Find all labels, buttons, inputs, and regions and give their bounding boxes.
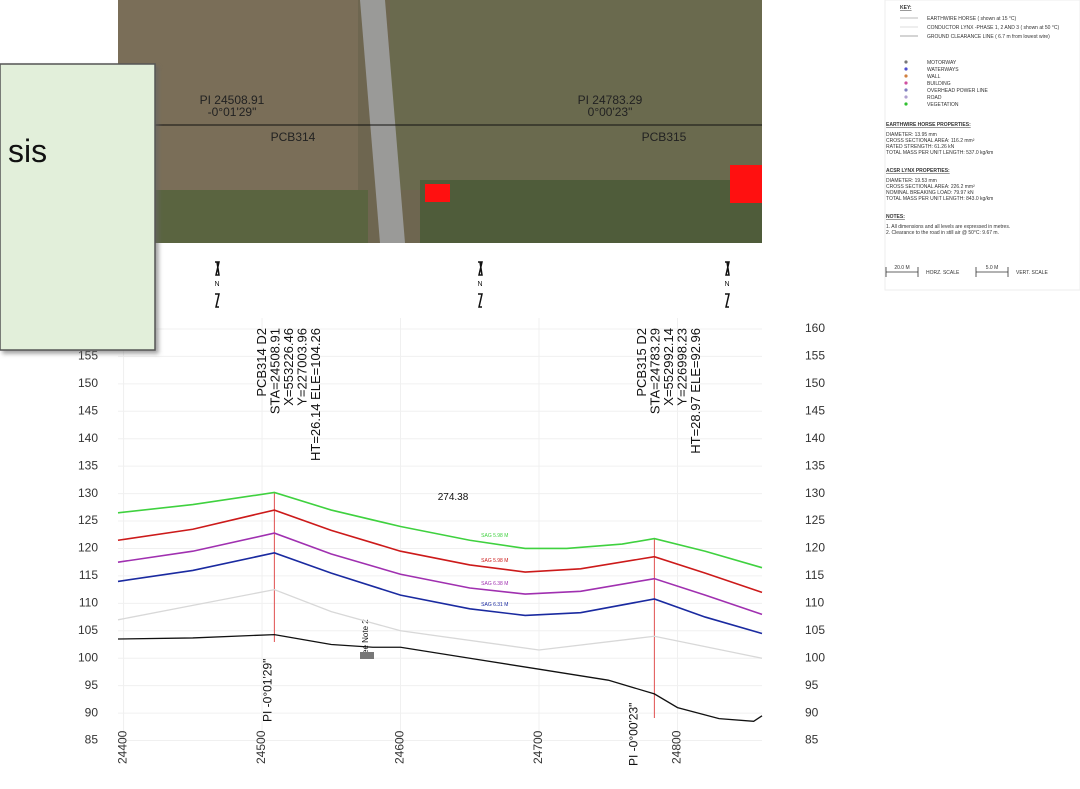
key-symbol [904, 88, 907, 91]
y-tick-label: 145 [78, 403, 98, 417]
profile-line [118, 590, 762, 659]
key-text: TOTAL MASS PER UNIT LENGTH: 843.0 kg/km [886, 196, 993, 202]
y2-tick-label: 115 [805, 568, 824, 582]
key-symbol [904, 60, 907, 63]
aerial-label: 0°00'23" [588, 105, 633, 119]
x-tick-label: 24700 [531, 730, 545, 764]
y-tick-label: 85 [85, 733, 99, 747]
y-tick-label: 90 [85, 705, 99, 719]
y-tick-label: 140 [78, 431, 98, 445]
north-label: N [477, 281, 482, 288]
y2-tick-label: 125 [805, 513, 825, 527]
y-tick-label: 135 [78, 458, 98, 472]
pi-label: PI -0°00'23" [627, 703, 641, 766]
profile-line [118, 510, 762, 592]
y-tick-label: 150 [78, 376, 98, 390]
y2-tick-label: 85 [805, 733, 819, 747]
aerial-label: PCB315 [642, 130, 687, 144]
aerial-label: PCB314 [271, 130, 316, 144]
x-tick-label: 24400 [116, 730, 130, 764]
sag-label: SAG 6.31 M [481, 602, 508, 608]
y-tick-label: 120 [78, 541, 98, 555]
key-symbol [904, 81, 907, 84]
sag-label: SAG 5.98 M [481, 533, 508, 539]
y2-tick-label: 90 [805, 705, 819, 719]
y2-tick-label: 130 [805, 486, 825, 500]
obstacle [360, 652, 374, 659]
tower-label: HT=28.97 ELE=92.96 [688, 328, 703, 454]
key-symbol-label: OVERHEAD POWER LINE [927, 88, 989, 94]
y2-tick-label: 95 [805, 678, 819, 692]
key-line-label: CONDUCTOR LYNX -PHASE 1, 2 AND 3 ( shown… [927, 25, 1059, 31]
y-tick-label: 115 [79, 568, 98, 582]
sag-label: SAG 6.38 M [481, 581, 508, 587]
key-text: 2. Clearance to the road in still air @ … [886, 230, 999, 236]
y2-tick-label: 110 [805, 596, 824, 610]
y-tick-label: 110 [79, 596, 98, 610]
x-tick-label: 24500 [254, 730, 268, 764]
y2-tick-label: 105 [805, 623, 825, 637]
overlay-text: sis [8, 133, 47, 169]
profile-line [118, 493, 762, 568]
key-line-label: EARTHWIRE HORSE ( shown at 15 °C) [927, 16, 1016, 22]
key-heading: NOTES: [886, 214, 905, 220]
y-tick-label: 105 [78, 623, 98, 637]
key-heading: ACSR LYNX PROPERTIES: [886, 168, 950, 174]
y-tick-label: 125 [78, 513, 98, 527]
scale-label: HORZ. SCALE [926, 270, 960, 276]
x-tick-label: 24600 [393, 730, 407, 764]
y2-tick-label: 150 [805, 376, 825, 390]
north-label: N [214, 281, 219, 288]
scale-value: 20.0 M [894, 265, 909, 271]
key-heading: EARTHWIRE HORSE PROPERTIES: [886, 122, 971, 128]
key-symbol [904, 67, 907, 70]
key-symbol-label: VEGETATION [927, 102, 959, 108]
y2-tick-label: 160 [805, 321, 825, 335]
y2-tick-label: 100 [805, 650, 825, 664]
y-tick-label: 130 [78, 486, 98, 500]
key-title: KEY: [900, 5, 912, 11]
key-symbol-label: WATERWAYS [927, 67, 959, 73]
key-symbol-label: MOTORWAY [927, 60, 957, 66]
x-tick-label: 24800 [670, 730, 684, 764]
pi-label: PI -0°01'29" [261, 659, 275, 722]
key-symbol [904, 74, 907, 77]
scale-label: VERT. SCALE [1016, 270, 1049, 276]
slide: PI 24508.91-0°01'29"PCB314PI 24783.290°0… [0, 0, 1080, 789]
sag-label: SAG 5.98 M [481, 558, 508, 564]
aerial-image [118, 0, 762, 243]
key-text: TOTAL MASS PER UNIT LENGTH: 537.0 kg/km [886, 150, 993, 156]
y2-tick-label: 140 [805, 431, 825, 445]
span-label: 274.38 [438, 492, 469, 503]
key-symbol-label: WALL [927, 74, 941, 80]
north-label: N [724, 281, 729, 288]
y2-tick-label: 155 [805, 349, 825, 363]
key-symbol [904, 95, 907, 98]
key-symbol-label: BUILDING [927, 81, 951, 87]
y2-tick-label: 135 [805, 458, 825, 472]
key-symbol [904, 102, 907, 105]
profile-line [118, 553, 762, 634]
overlay-box [0, 64, 155, 350]
key-line-label: GROUND CLEARANCE LINE ( 6.7 m from lowes… [927, 34, 1050, 40]
y2-tick-label: 145 [805, 403, 825, 417]
scale-value: 5.0 M [986, 265, 999, 271]
aerial-label: -0°01'29" [208, 105, 257, 119]
y2-tick-label: 120 [805, 541, 825, 555]
tower-label: HT=26.14 ELE=104.26 [308, 328, 323, 461]
profile-line [118, 635, 762, 722]
y-tick-label: 95 [85, 678, 99, 692]
key-symbol-label: ROAD [927, 95, 942, 101]
y-tick-label: 100 [78, 650, 98, 664]
